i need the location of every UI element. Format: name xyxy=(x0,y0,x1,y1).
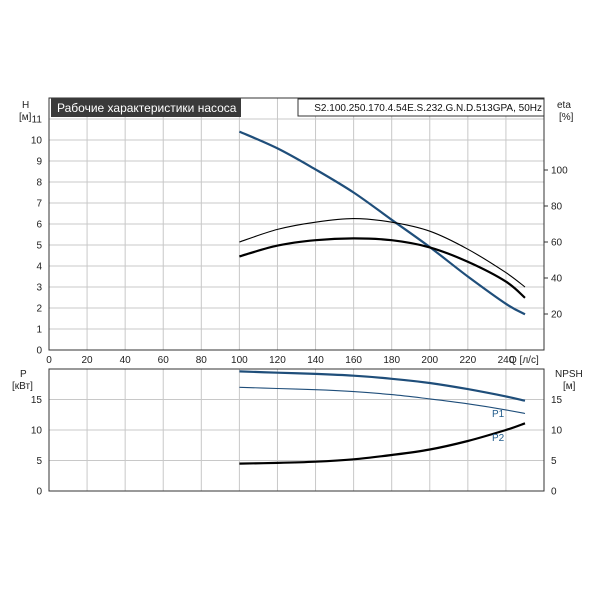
eta-curve-upper xyxy=(239,218,526,288)
h-tick-label: 0 xyxy=(36,346,42,357)
eta-curve-lower xyxy=(239,237,526,299)
p2-curve xyxy=(239,386,526,415)
eta-tick-label: 20 xyxy=(551,310,563,321)
p1-series-label: P1 xyxy=(492,409,505,420)
h-tick-label: 5 xyxy=(36,241,42,252)
eta-tick-label: 100 xyxy=(551,166,568,177)
eta-tick-label: 80 xyxy=(551,202,563,213)
p-axis-unit: [кВт] xyxy=(12,381,33,392)
chart-title: Рабочие характеристики насоса xyxy=(57,101,237,115)
npsh-tick-label: 15 xyxy=(551,395,563,406)
h-tick-label: 2 xyxy=(36,304,42,315)
eta-axis-label: eta xyxy=(557,100,571,111)
p-tick-label: 10 xyxy=(31,426,43,437)
bottom-plot-frame xyxy=(48,368,545,492)
h-tick-label: 6 xyxy=(36,220,42,231)
x-tick-label: 180 xyxy=(383,355,400,366)
npsh-tick-label: 5 xyxy=(551,456,557,467)
h-tick-label: 7 xyxy=(36,199,42,210)
p-tick-label: 15 xyxy=(31,395,43,406)
model-box xyxy=(297,98,545,117)
p-tick-label: 5 xyxy=(36,456,42,467)
x-tick-label: 200 xyxy=(421,355,438,366)
x-tick-label: 160 xyxy=(345,355,362,366)
h-tick-label: 10 xyxy=(31,136,43,147)
p1-curve xyxy=(239,370,526,402)
h-axis-unit: [м] xyxy=(19,112,32,123)
h-tick-label: 3 xyxy=(36,283,42,294)
x-tick-label: 80 xyxy=(196,355,208,366)
x-tick-label: 60 xyxy=(158,355,170,366)
npsh-axis-unit: [м] xyxy=(563,381,576,392)
x-tick-label: 100 xyxy=(231,355,248,366)
x-tick-label: 40 xyxy=(120,355,132,366)
title-box xyxy=(51,98,241,117)
top-plot-frame xyxy=(48,97,545,351)
p2-series-label: P2 xyxy=(492,433,505,444)
eta-tick-label: 60 xyxy=(551,238,563,249)
eta-axis-unit: [%] xyxy=(559,112,574,123)
h-tick-label: 11 xyxy=(32,115,43,126)
npsh-tick-label: 10 xyxy=(551,426,563,437)
h-tick-label: 8 xyxy=(36,178,42,189)
h-tick-label: 1 xyxy=(36,325,42,336)
h-tick-label: 4 xyxy=(36,262,42,273)
x-tick-label: 220 xyxy=(460,355,477,366)
h-tick-label: 9 xyxy=(36,157,42,168)
x-tick-label: 20 xyxy=(82,355,94,366)
eta-tick-label: 40 xyxy=(551,274,563,285)
npsh-curve xyxy=(239,422,526,465)
p-tick-label: 0 xyxy=(36,487,42,498)
x-tick-label: 120 xyxy=(269,355,286,366)
x-tick-label: 240 xyxy=(498,355,515,366)
head-curve xyxy=(238,130,526,316)
h-axis-label: H xyxy=(22,100,29,111)
x-tick-label: 0 xyxy=(46,355,52,366)
npsh-axis-label: NPSH xyxy=(555,369,583,380)
model-label: S2.100.250.170.4.54E.S.232.G.N.D.513GPA,… xyxy=(314,103,542,114)
npsh-tick-label: 0 xyxy=(551,487,557,498)
x-tick-label: 140 xyxy=(307,355,324,366)
q-axis-label: Q [л/с] xyxy=(509,355,539,366)
p-axis-label: P xyxy=(20,369,27,380)
